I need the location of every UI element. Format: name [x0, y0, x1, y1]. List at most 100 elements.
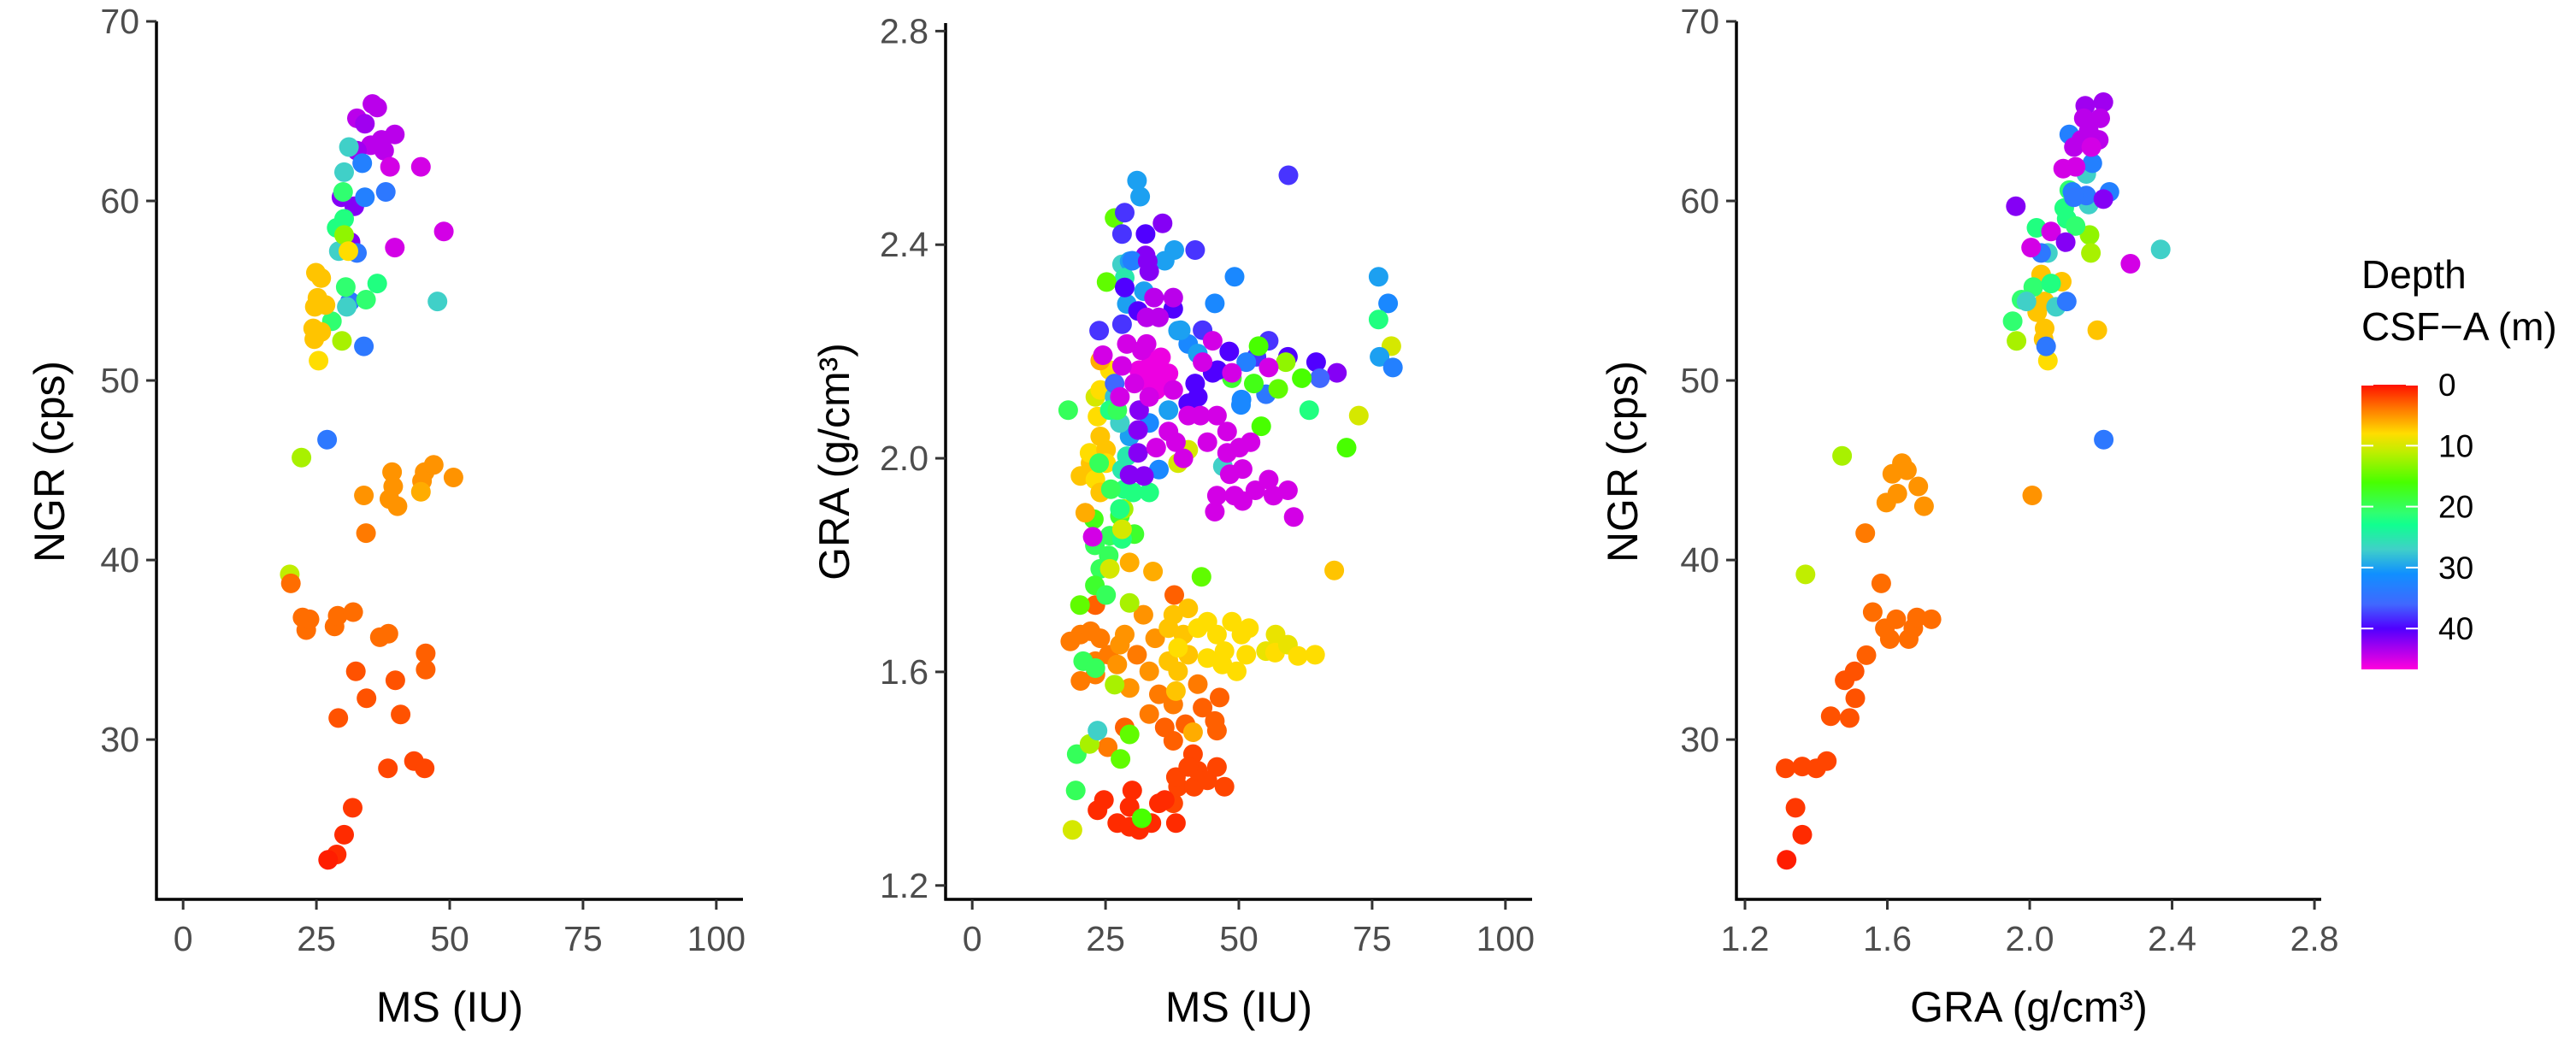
data-point [1206, 624, 1227, 645]
data-point [2041, 274, 2061, 294]
data-point [2055, 232, 2076, 252]
data-point [1832, 445, 1853, 466]
data-point [1259, 469, 1279, 490]
data-point [1921, 609, 1942, 629]
x-tick-label: 2.0 [2006, 919, 2054, 958]
x-tick-label: 1.2 [1720, 919, 1769, 958]
data-point [1096, 585, 1117, 605]
data-point [1278, 165, 1299, 186]
data-point [378, 623, 398, 644]
data-point [1123, 482, 1143, 503]
colorbar-tick-label: 40 [2438, 611, 2473, 646]
y-axis-title: NGR (cps) [1599, 361, 1647, 563]
data-point [1124, 374, 1145, 394]
data-point [2064, 187, 2084, 208]
data-point [1090, 628, 1111, 649]
y-tick-label: 30 [100, 720, 139, 759]
y-tick-label: 2.4 [880, 225, 928, 264]
data-point [1310, 368, 1330, 388]
y-tick-label: 70 [100, 2, 139, 41]
data-point [1163, 287, 1183, 308]
data-point [1844, 661, 1865, 681]
data-point [1154, 790, 1175, 810]
data-point [1907, 607, 1927, 628]
legend-title-line2: CSF−A (m) [2361, 304, 2557, 349]
data-point [1163, 731, 1183, 751]
data-point [2081, 137, 2101, 157]
data-point [1115, 624, 1135, 645]
data-point [1127, 170, 1147, 191]
data-point [1165, 813, 1186, 834]
data-point [1244, 374, 1264, 394]
data-point [354, 486, 374, 505]
data-point [2079, 225, 2100, 245]
data-point [1205, 502, 1225, 521]
y-tick-label: 2.0 [880, 439, 928, 478]
data-point [1239, 618, 1259, 639]
y-tick-label: 1.2 [880, 866, 928, 905]
data-point [1777, 850, 1797, 870]
data-point [1839, 708, 1860, 728]
data-point [1795, 564, 1816, 585]
data-point [1139, 386, 1159, 407]
data-point [1288, 645, 1308, 666]
data-point [427, 292, 448, 312]
data-point [1115, 203, 1135, 223]
y-tick-label: 1.6 [880, 652, 928, 692]
scatter-points [280, 94, 463, 870]
y-axis-title: GRA (g/cm³) [811, 343, 858, 580]
data-point [391, 704, 411, 725]
data-point [1111, 224, 1132, 245]
data-point [327, 605, 348, 626]
data-point [1820, 706, 1841, 727]
data-point [1276, 352, 1296, 373]
colorbar-tick-label: 30 [2438, 551, 2473, 586]
data-point [1070, 671, 1091, 691]
data-point [1185, 374, 1205, 394]
data-point [1133, 604, 1153, 625]
data-point [1168, 638, 1188, 658]
x-tick-label: 0 [174, 919, 193, 958]
x-axis-title: MS (IU) [376, 983, 523, 1031]
data-point [1134, 466, 1154, 486]
data-point [1185, 240, 1205, 260]
data-point [337, 297, 357, 317]
data-point [367, 274, 387, 294]
data-point [1088, 721, 1108, 741]
x-tick-label: 50 [1219, 919, 1259, 958]
legend-title-line1: Depth [2361, 252, 2467, 297]
data-point [1217, 421, 1237, 442]
data-point [1202, 331, 1223, 351]
data-point [328, 708, 349, 728]
data-point [1205, 293, 1225, 314]
x-tick-label: 100 [1477, 919, 1535, 958]
x-tick-label: 2.4 [2148, 919, 2196, 958]
data-point [2082, 153, 2102, 174]
data-point [1085, 658, 1105, 678]
data-point [1093, 790, 1114, 810]
data-point [1164, 585, 1184, 605]
data-point [1236, 645, 1257, 665]
data-point [1206, 405, 1227, 426]
data-point [1219, 464, 1240, 485]
data-point [380, 156, 400, 177]
data-point [332, 331, 352, 351]
y-tick-label: 30 [1680, 720, 1719, 759]
data-point [1137, 251, 1158, 272]
data-point [1245, 480, 1265, 500]
data-point [423, 455, 444, 475]
data-point [334, 162, 354, 182]
data-point [2036, 336, 2056, 356]
data-point [1324, 560, 1345, 580]
data-point [1277, 480, 1298, 500]
data-point [1336, 438, 1357, 458]
data-point [339, 137, 359, 157]
y-axis-title: NGR (cps) [26, 361, 74, 563]
data-point [1139, 482, 1159, 503]
data-point [1158, 400, 1179, 421]
x-axis-title: MS (IU) [1165, 983, 1312, 1031]
data-point [374, 140, 394, 161]
data-point [2041, 221, 2061, 242]
data-point [387, 496, 408, 516]
